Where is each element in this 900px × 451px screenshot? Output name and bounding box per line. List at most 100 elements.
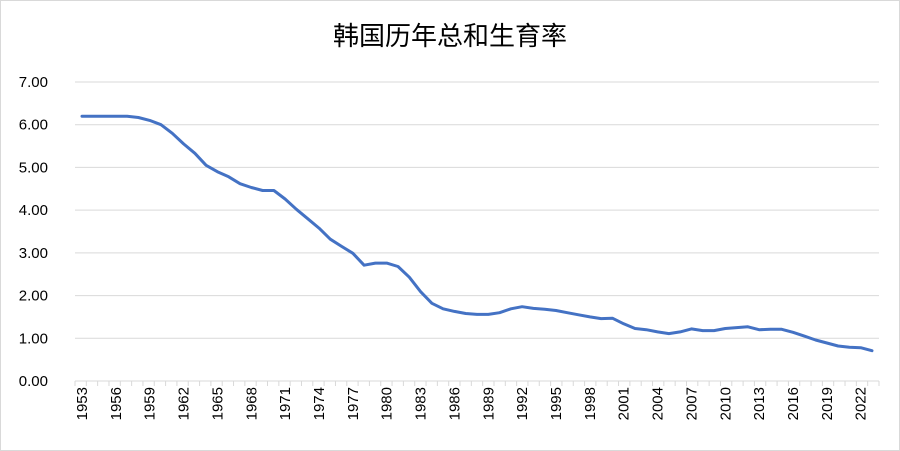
x-axis-ticks: 1953 1956 1959 1962 1965 1968 1971 1974 1977 1980…: [74, 387, 870, 420]
x-tick-label: 2010: [717, 387, 734, 420]
data-point: [521, 305, 524, 308]
grid-lines: [75, 81, 879, 339]
data-point: [769, 328, 772, 331]
data-point: [634, 327, 637, 330]
data-point: [622, 322, 625, 325]
x-tick-label: 2007: [683, 387, 700, 420]
data-point: [148, 119, 151, 122]
y-tick-label: 5.00: [19, 159, 48, 176]
data-point: [81, 115, 84, 118]
y-axis-ticks: 0.00 1.00 2.00 3.00 4.00 5.00 6.00 7.00: [19, 74, 48, 390]
data-point: [577, 313, 580, 316]
x-tick-label: 1962: [176, 387, 193, 420]
x-tick-label: 2001: [616, 387, 633, 420]
data-point: [498, 311, 501, 314]
data-point: [239, 182, 242, 185]
data-point: [250, 186, 253, 189]
data-point: [555, 309, 558, 312]
data-point: [476, 313, 479, 316]
data-point: [871, 349, 874, 352]
data-point: [487, 313, 490, 316]
x-tick-label: 2019: [819, 387, 836, 420]
data-point: [656, 330, 659, 333]
x-tick-label: 2016: [785, 387, 802, 420]
x-tick-label: 2013: [751, 387, 768, 420]
data-point: [193, 152, 196, 155]
data-point: [92, 115, 95, 118]
x-tick-label: 1971: [277, 387, 294, 420]
data-point: [306, 217, 309, 220]
x-tick-label: 1995: [548, 387, 565, 420]
data-point: [690, 327, 693, 330]
data-point: [137, 116, 140, 119]
data-point: [205, 164, 208, 167]
x-tick-label: 1956: [108, 387, 125, 420]
data-point: [701, 329, 704, 332]
x-tick-label: 1977: [345, 387, 362, 420]
series-group: [80, 114, 874, 353]
data-point: [780, 328, 783, 331]
data-point: [363, 264, 366, 267]
x-tick-label: 1959: [142, 387, 159, 420]
data-point: [329, 238, 332, 241]
data-point: [442, 307, 445, 310]
data-point: [351, 252, 354, 255]
data-point: [803, 335, 806, 338]
data-point: [430, 302, 433, 305]
data-point: [374, 262, 377, 265]
y-tick-label: 1.00: [19, 330, 48, 347]
y-tick-label: 3.00: [19, 245, 48, 262]
data-point: [825, 341, 828, 344]
data-point: [261, 189, 264, 192]
data-point: [837, 344, 840, 347]
data-point: [713, 329, 716, 332]
data-point: [859, 346, 862, 349]
chart-title: 韩国历年总和生育率: [333, 22, 567, 52]
x-tick-label: 1953: [74, 387, 91, 420]
data-point: [453, 310, 456, 313]
data-point: [724, 327, 727, 330]
data-point: [746, 325, 749, 328]
data-point: [566, 311, 569, 314]
data-point: [792, 331, 795, 334]
data-point: [295, 208, 298, 211]
data-point: [543, 308, 546, 311]
data-point: [272, 189, 275, 192]
data-point: [408, 276, 411, 279]
data-point: [171, 132, 174, 135]
data-point: [419, 290, 422, 293]
data-point: [160, 123, 163, 126]
x-axis: [74, 380, 880, 386]
y-tick-label: 4.00: [19, 202, 48, 219]
data-point: [814, 338, 817, 341]
data-point: [182, 142, 185, 145]
data-point: [611, 317, 614, 320]
data-point: [397, 265, 400, 268]
data-point: [464, 312, 467, 315]
x-tick-label: 2004: [650, 387, 667, 420]
data-point: [735, 326, 738, 329]
data-point: [216, 170, 219, 173]
x-tick-label: 1968: [243, 387, 260, 420]
series-line: [80, 114, 874, 353]
data-point: [227, 175, 230, 178]
data-point: [509, 307, 512, 310]
data-point: [126, 115, 129, 118]
data-point: [588, 315, 591, 318]
data-point: [679, 330, 682, 333]
x-tick-label: 1983: [413, 387, 430, 420]
data-point: [385, 262, 388, 265]
y-tick-label: 7.00: [19, 74, 48, 91]
y-tick-label: 6.00: [19, 117, 48, 134]
data-point: [103, 115, 106, 118]
data-point: [114, 115, 117, 118]
x-tick-label: 1965: [209, 387, 226, 420]
data-point: [667, 332, 670, 335]
data-point: [600, 317, 603, 320]
data-point: [758, 328, 761, 331]
x-tick-label: 2022: [853, 387, 870, 420]
data-point: [318, 227, 321, 230]
x-tick-label: 1989: [480, 387, 497, 420]
